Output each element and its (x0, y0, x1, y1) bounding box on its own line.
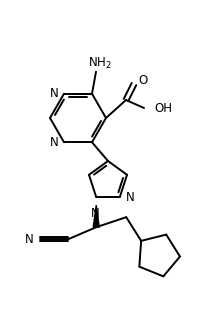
Text: O: O (138, 74, 147, 86)
Text: N: N (50, 87, 59, 100)
Text: N: N (50, 136, 59, 149)
Text: N: N (24, 233, 33, 246)
Text: N: N (91, 207, 100, 220)
Text: N: N (126, 191, 135, 204)
Text: OH: OH (154, 101, 172, 115)
Polygon shape (93, 205, 99, 227)
Text: NH$_2$: NH$_2$ (88, 56, 112, 71)
